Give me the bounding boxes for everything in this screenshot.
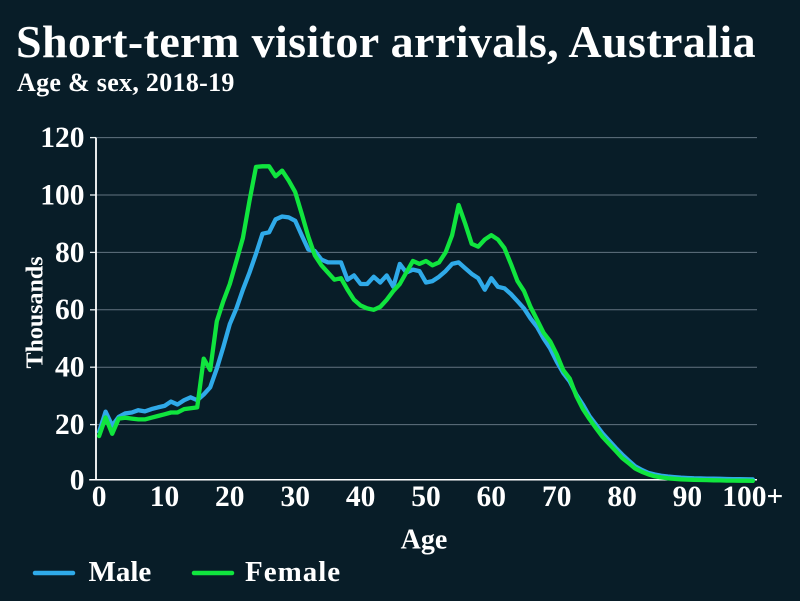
svg-text:Age: Age [401, 525, 448, 556]
svg-text:60: 60 [477, 481, 507, 513]
svg-text:Thousands: Thousands [23, 256, 49, 368]
svg-text:90: 90 [673, 481, 703, 513]
svg-text:80: 80 [607, 481, 637, 513]
svg-text:Female: Female [245, 556, 341, 588]
svg-text:80: 80 [55, 237, 85, 269]
svg-text:Male: Male [89, 556, 152, 588]
svg-text:100: 100 [40, 179, 84, 211]
svg-text:0: 0 [92, 481, 107, 513]
svg-text:120: 120 [40, 122, 84, 154]
svg-text:Short-term visitor arrivals, A: Short-term visitor arrivals, Australia [16, 16, 756, 67]
svg-text:0: 0 [70, 465, 85, 497]
svg-text:40: 40 [55, 352, 85, 384]
svg-text:70: 70 [542, 481, 572, 513]
svg-text:60: 60 [55, 294, 85, 326]
svg-text:20: 20 [55, 409, 85, 441]
svg-text:20: 20 [215, 481, 245, 513]
svg-text:Age & sex, 2018-19: Age & sex, 2018-19 [17, 68, 235, 97]
svg-text:50: 50 [411, 481, 441, 513]
svg-text:100+: 100+ [722, 481, 783, 513]
svg-text:40: 40 [346, 481, 376, 513]
svg-text:30: 30 [280, 481, 310, 513]
svg-text:10: 10 [150, 481, 180, 513]
